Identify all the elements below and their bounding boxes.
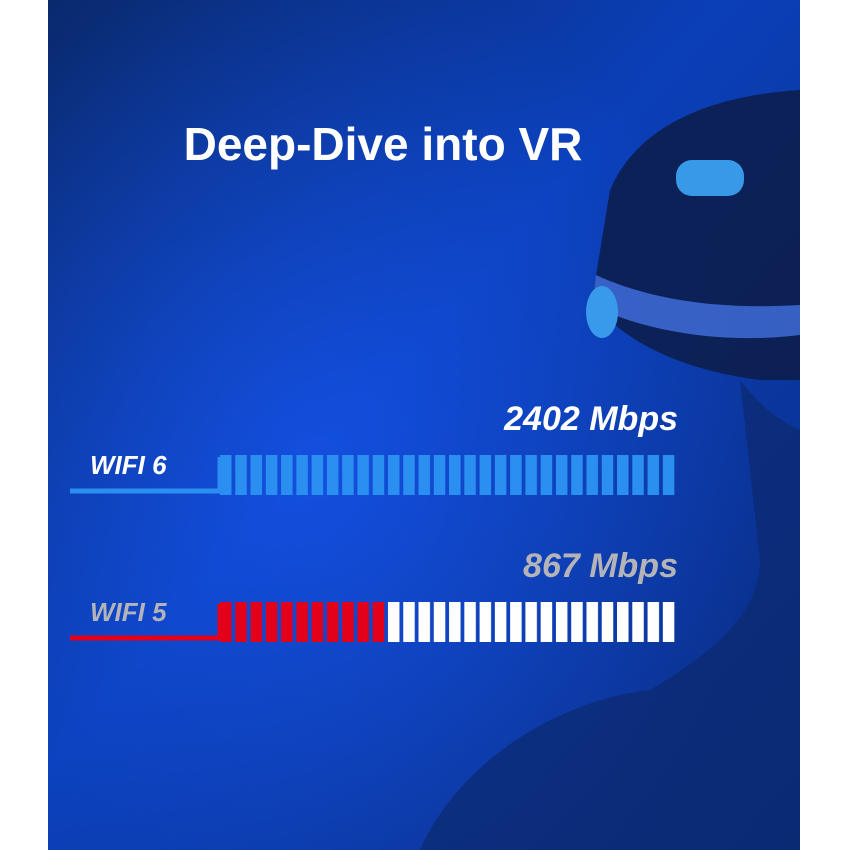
- value-label: 867 Mbps: [523, 547, 678, 585]
- chart-title: Deep-Dive into VR: [184, 118, 583, 170]
- value-label: 2402 Mbps: [503, 400, 678, 438]
- bar-group: [220, 602, 678, 642]
- bar-group: [220, 455, 678, 495]
- category-label: WIFI 5: [90, 597, 167, 627]
- category-label: WIFI 6: [90, 450, 167, 480]
- headset-figure: [420, 90, 800, 850]
- bar: [220, 455, 678, 495]
- bar: [220, 602, 386, 642]
